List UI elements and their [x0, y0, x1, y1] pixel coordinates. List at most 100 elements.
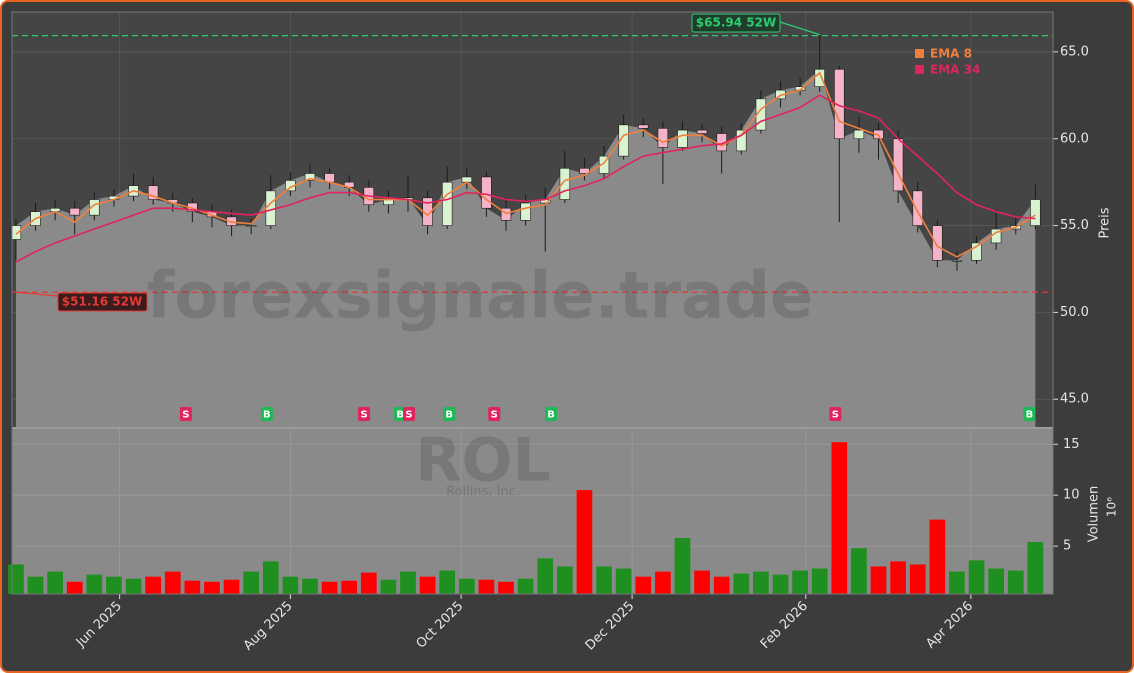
- volume-bar: [988, 568, 1004, 594]
- signal-marker: [1023, 407, 1036, 421]
- volume-bar: [1007, 570, 1024, 594]
- volume-bar: [243, 571, 260, 594]
- x-tick-label: Aug 2025: [241, 599, 296, 654]
- volume-bar: [145, 576, 161, 594]
- volume-bar: [8, 564, 24, 594]
- volume-bar: [302, 578, 318, 594]
- volume-bar: [576, 490, 593, 594]
- ema-line: [15, 71, 1036, 258]
- y-tick-label: 5: [1063, 539, 1071, 554]
- signal-label: S: [491, 410, 498, 421]
- x-tick-label: Dec 2025: [583, 599, 638, 654]
- candle-body: [677, 129, 688, 148]
- candle-body: [951, 260, 963, 262]
- volume-bar: [66, 581, 83, 594]
- volume-bar: [1027, 542, 1044, 594]
- candle-body: [442, 181, 453, 226]
- candle-body: [696, 129, 708, 134]
- candle-body: [500, 207, 512, 221]
- candle-body: [657, 128, 669, 148]
- volume-bar: [557, 566, 573, 594]
- signal-marker: [358, 407, 371, 421]
- signal-marker: [829, 407, 842, 421]
- volume-bar: [341, 580, 358, 594]
- label-box: [57, 292, 148, 312]
- y-tick-label: 65.0: [1060, 44, 1089, 59]
- candle-body: [971, 242, 982, 261]
- candle-body: [10, 225, 22, 240]
- x-tick-label: Jun 2025: [73, 599, 125, 651]
- volume-bar: [204, 581, 220, 594]
- candle-body: [481, 176, 492, 209]
- x-tick-label: Apr 2026: [923, 599, 976, 652]
- volume-bar: [772, 574, 789, 594]
- legend-label: EMA 34: [930, 63, 980, 77]
- candle-body: [226, 216, 237, 226]
- y-axis-label: Preis: [1098, 207, 1113, 238]
- signal-label: B: [547, 410, 555, 421]
- candle-body: [912, 190, 923, 226]
- volume-bar: [400, 571, 416, 594]
- y-tick-label: 10: [1063, 488, 1080, 503]
- volume-bar: [890, 561, 906, 594]
- arrow: [779, 21, 820, 36]
- volume-bar: [811, 568, 828, 594]
- arrow: [15, 291, 61, 297]
- volume-bar: [517, 578, 534, 594]
- candle-body: [579, 167, 590, 174]
- y-tick-label: 55.0: [1060, 218, 1089, 233]
- signal-marker: [545, 407, 558, 421]
- volume-bar: [949, 571, 965, 594]
- signal-marker: [179, 407, 192, 421]
- volume-bar: [321, 581, 338, 594]
- candle-body: [559, 167, 571, 200]
- candle-body: [736, 129, 747, 152]
- volume-bar: [439, 570, 456, 594]
- volume-bar: [733, 573, 750, 594]
- candle-body: [304, 173, 316, 181]
- candle-body: [932, 225, 943, 261]
- volume-bar: [694, 570, 710, 594]
- signal-label: B: [445, 410, 453, 421]
- symbol-watermark: ROL: [415, 426, 550, 496]
- legend-swatch: [915, 65, 924, 74]
- watermark: forexsignale.trade: [147, 260, 814, 334]
- volume-bar: [929, 519, 946, 594]
- volume-bar: [655, 571, 671, 594]
- volume-bar: [596, 566, 612, 594]
- volume-bar: [360, 572, 377, 594]
- volume-bar: [27, 576, 44, 594]
- volume-bar: [262, 561, 279, 594]
- volume-bar: [380, 579, 397, 594]
- volume-bar: [909, 564, 926, 594]
- signal-label: B: [1026, 410, 1034, 421]
- signal-label: S: [405, 410, 412, 421]
- signal-label: B: [396, 410, 404, 421]
- 52w-high-label: $65.94 52W: [696, 16, 776, 30]
- candle-body: [245, 225, 257, 227]
- y-tick-label: 60.0: [1060, 131, 1089, 146]
- signal-marker: [488, 407, 501, 421]
- y-tick-label: 45.0: [1060, 392, 1089, 407]
- price-area: [15, 69, 1036, 427]
- signal-label: B: [263, 410, 271, 421]
- candle-body: [1030, 199, 1041, 226]
- x-tick-label: Feb 2026: [758, 599, 811, 652]
- volume-bar: [870, 566, 887, 594]
- volume-bar: [47, 571, 63, 594]
- volume-bar: [851, 548, 867, 594]
- volume-unit: 10⁶: [1105, 497, 1119, 517]
- label-box: [691, 13, 781, 33]
- volume-bar: [635, 576, 652, 594]
- candle-body: [89, 199, 100, 216]
- volume-bar: [831, 442, 848, 594]
- volume-bar: [674, 537, 691, 594]
- volume-bar: [458, 578, 475, 594]
- candle-body: [853, 129, 865, 140]
- candle-body: [147, 185, 159, 200]
- volume-bar: [419, 576, 436, 594]
- volume-bar: [498, 581, 514, 594]
- volume-bar: [86, 574, 103, 594]
